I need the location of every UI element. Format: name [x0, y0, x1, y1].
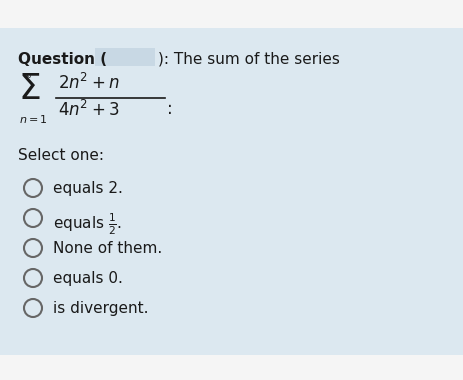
Bar — [0, 0, 463, 28]
Bar — [95, 48, 155, 66]
Text: ): The sum of the series: ): The sum of the series — [158, 52, 339, 67]
Text: equals 0.: equals 0. — [53, 271, 123, 286]
Text: is divergent.: is divergent. — [53, 301, 148, 316]
Text: $4n^2 + 3$: $4n^2 + 3$ — [58, 100, 119, 120]
Text: Select one:: Select one: — [18, 148, 104, 163]
Text: $\infty$: $\infty$ — [22, 70, 32, 80]
Text: $n=1$: $n=1$ — [19, 113, 48, 125]
Bar — [0, 355, 463, 380]
Text: None of them.: None of them. — [53, 241, 162, 256]
Text: :: : — [167, 100, 172, 118]
Text: equals $\frac{1}{2}$.: equals $\frac{1}{2}$. — [53, 211, 122, 237]
Text: $2n^2 + n$: $2n^2 + n$ — [58, 73, 119, 93]
Text: $\Sigma$: $\Sigma$ — [18, 72, 40, 106]
Text: equals 2.: equals 2. — [53, 181, 123, 196]
Text: Question (: Question ( — [18, 52, 107, 67]
